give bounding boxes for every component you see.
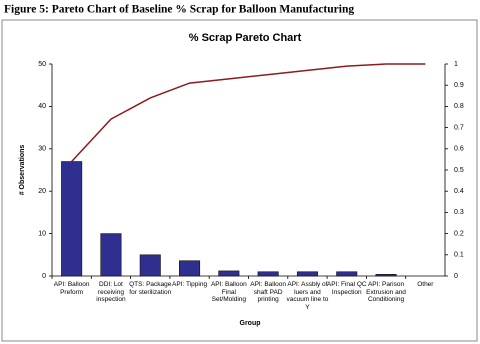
y2-tick-label: 0.8 bbox=[454, 103, 464, 110]
bar bbox=[296, 271, 318, 277]
x-tick-label: API: Balloon Final Set/Molding bbox=[210, 281, 247, 303]
y2-tick-label: 1 bbox=[454, 61, 458, 68]
bar bbox=[257, 271, 279, 277]
y2-tick-label: 0.4 bbox=[454, 188, 464, 195]
x-tick-label: QTS: Package for sterilization bbox=[129, 281, 172, 296]
bar bbox=[336, 271, 358, 277]
y2-tick-label: 0.3 bbox=[454, 209, 464, 216]
x-axis-title: Group bbox=[240, 320, 261, 327]
y-tick-label: 10 bbox=[38, 230, 46, 237]
x-tick-label: API: Parison Extrusion and Conditioning bbox=[366, 281, 406, 303]
bar bbox=[375, 274, 397, 277]
bar bbox=[61, 161, 83, 277]
x-tick-label: API: Tipping bbox=[172, 281, 208, 288]
bar bbox=[139, 254, 161, 277]
x-tick-label: Other bbox=[417, 281, 434, 288]
y-tick-label: 40 bbox=[38, 103, 46, 110]
y2-tick-label: 0.7 bbox=[454, 124, 464, 131]
x-tick-label: API: Balloon shaft PAD printing bbox=[250, 281, 287, 303]
chart-title: % Scrap Pareto Chart bbox=[189, 32, 302, 44]
bar bbox=[100, 233, 122, 277]
y-axis-title: # Observations bbox=[19, 145, 26, 196]
figure-caption: Figure 5: Pareto Chart of Baseline % Scr… bbox=[4, 4, 354, 16]
y2-tick-label: 0.9 bbox=[454, 82, 464, 89]
bar bbox=[218, 270, 240, 277]
bar bbox=[179, 260, 201, 277]
y-tick-label: 0 bbox=[42, 273, 46, 280]
y-tick-label: 20 bbox=[38, 188, 46, 195]
y-tick-label: 50 bbox=[38, 61, 46, 68]
cumulative-line bbox=[71, 63, 426, 163]
y2-tick-label: 0.2 bbox=[454, 230, 464, 237]
y-tick-label: 30 bbox=[38, 146, 46, 153]
y2-tick-label: 0 bbox=[454, 273, 458, 280]
x-tick-label: API: Final QC Inspection bbox=[326, 281, 367, 296]
x-tick-label: DDI: Lot receiving inspection bbox=[96, 281, 126, 303]
x-tick-label: API: Balloon Preform bbox=[53, 281, 90, 296]
x-tick-label: API: Assbly of luers and vacuum line to … bbox=[286, 281, 329, 311]
y2-tick-label: 0.5 bbox=[454, 167, 464, 174]
y2-tick-label: 0.1 bbox=[454, 252, 464, 259]
y2-tick-label: 0.6 bbox=[454, 146, 464, 153]
